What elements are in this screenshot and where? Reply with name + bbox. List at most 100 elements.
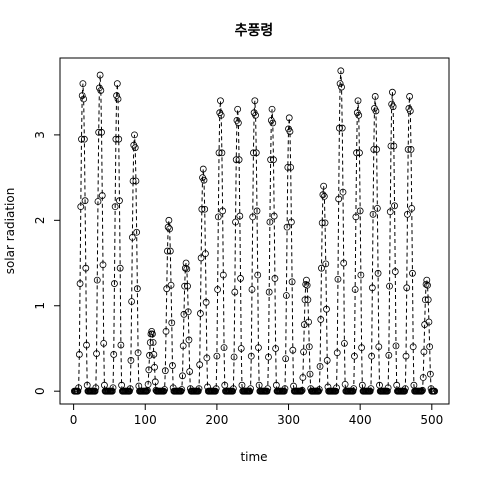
point <box>424 281 431 289</box>
point <box>247 385 254 393</box>
point <box>110 351 118 358</box>
point <box>272 345 280 352</box>
point <box>95 128 103 136</box>
point <box>284 163 292 171</box>
point <box>263 387 271 395</box>
chart-title: 추풍령 <box>235 23 274 39</box>
point <box>357 271 365 279</box>
point <box>94 198 102 205</box>
point <box>98 128 105 136</box>
point <box>220 344 228 352</box>
point <box>146 351 153 359</box>
point <box>232 218 239 226</box>
point <box>92 384 100 392</box>
point <box>214 286 222 293</box>
point <box>185 336 193 344</box>
point <box>249 213 257 221</box>
point <box>131 131 138 139</box>
point <box>404 146 412 153</box>
point <box>217 97 224 105</box>
point <box>79 80 87 88</box>
point <box>354 97 362 105</box>
point <box>333 384 340 392</box>
point <box>351 286 359 293</box>
point <box>143 387 151 395</box>
point <box>133 285 141 293</box>
point <box>246 387 254 395</box>
point <box>215 149 223 157</box>
point <box>351 352 358 360</box>
point <box>133 228 141 236</box>
point <box>264 385 272 393</box>
point <box>306 370 314 378</box>
point <box>369 210 377 218</box>
plot-box <box>59 57 450 405</box>
point <box>83 341 90 349</box>
point <box>100 339 108 347</box>
point <box>303 276 310 284</box>
point <box>374 269 382 277</box>
point <box>341 339 348 347</box>
point <box>195 385 203 393</box>
point <box>131 144 139 152</box>
point <box>203 354 211 362</box>
point <box>368 284 376 292</box>
point <box>303 281 311 289</box>
point <box>265 288 273 296</box>
point <box>232 156 240 164</box>
x-tick-label: 400 <box>349 413 372 427</box>
point <box>229 387 237 395</box>
point <box>169 362 176 369</box>
point <box>409 269 416 277</box>
point <box>200 176 208 184</box>
point <box>431 387 439 395</box>
point <box>108 387 116 395</box>
point <box>267 156 275 164</box>
point <box>305 343 313 351</box>
point <box>383 387 391 395</box>
point <box>149 339 157 346</box>
point <box>404 210 411 218</box>
point <box>112 135 120 143</box>
point <box>81 197 89 205</box>
x-axis-label: time <box>240 450 267 464</box>
point <box>282 355 290 363</box>
point <box>287 163 295 171</box>
point <box>77 203 85 211</box>
point <box>218 149 226 157</box>
point <box>319 191 327 199</box>
x-tick-label: 200 <box>205 413 228 427</box>
point <box>111 203 119 211</box>
point <box>132 177 140 185</box>
point <box>289 346 297 354</box>
point <box>199 165 207 173</box>
point <box>93 350 100 357</box>
point <box>165 216 173 224</box>
point <box>181 264 189 272</box>
point <box>391 268 399 275</box>
point <box>115 135 123 143</box>
point <box>78 92 86 99</box>
point <box>237 345 245 352</box>
point <box>302 280 310 288</box>
point <box>282 292 290 299</box>
point <box>299 374 307 381</box>
point <box>386 282 393 290</box>
point <box>373 204 381 212</box>
point <box>252 111 259 119</box>
point <box>128 234 136 241</box>
series-line <box>74 70 435 392</box>
point <box>340 259 348 267</box>
x-tick-label: 300 <box>277 413 300 427</box>
point <box>202 250 209 258</box>
point <box>76 280 84 287</box>
point <box>423 276 431 284</box>
point <box>418 387 426 395</box>
point <box>350 385 358 393</box>
point <box>178 386 186 393</box>
point <box>231 288 239 296</box>
point <box>116 197 123 205</box>
point <box>372 107 380 115</box>
point <box>367 385 375 393</box>
point <box>389 88 396 96</box>
